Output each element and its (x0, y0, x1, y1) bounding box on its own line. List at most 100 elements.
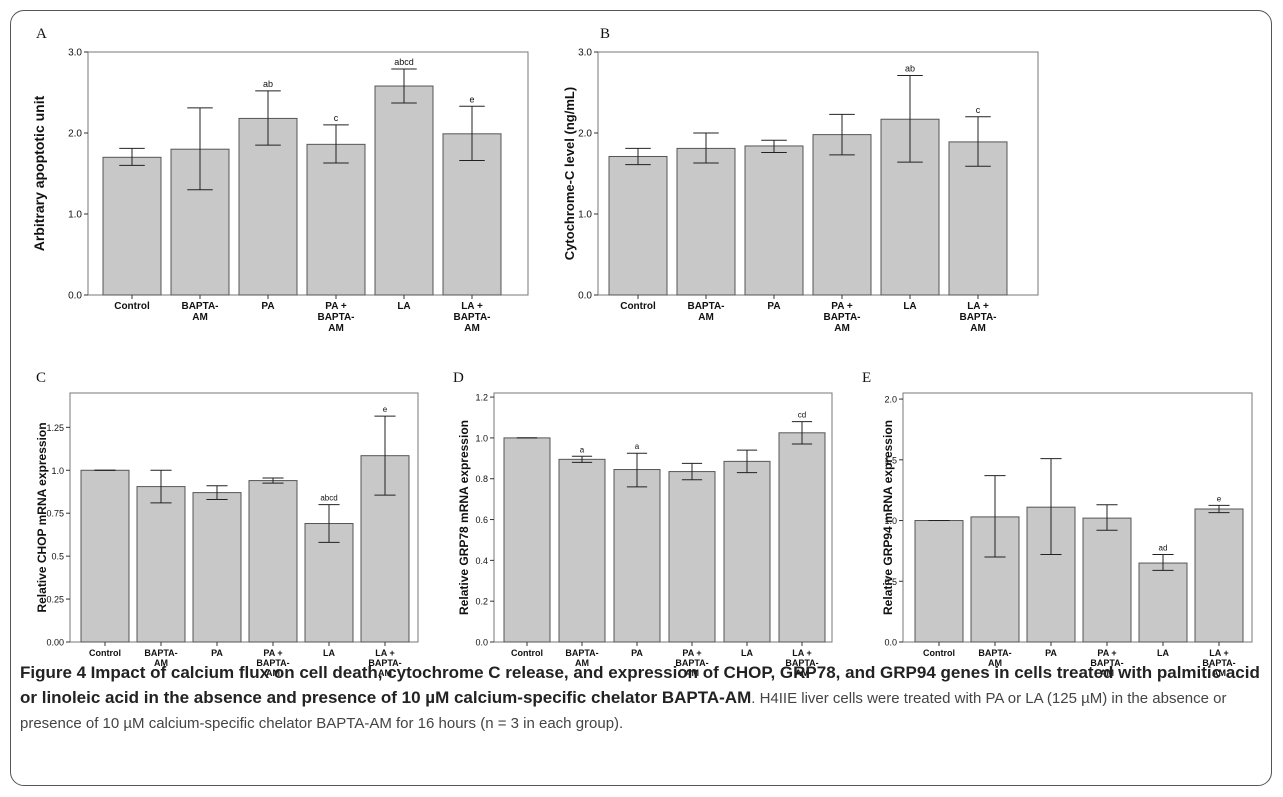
x-tick-label: Control (620, 301, 656, 312)
error-bar (965, 116, 991, 167)
error-bar (119, 147, 145, 166)
chart-e: 0.0 0.5 1.0 1.5 2.0 Relative GRP94 mRNA expre… (881, 392, 1253, 678)
x-tick-label: BAPTA- (368, 658, 401, 668)
x-tick-label: AM (378, 668, 392, 678)
y-tick-label: 1.0 (884, 516, 897, 526)
x-tick-label: BAPTA- (144, 648, 177, 658)
x-tick-label: BAPTA- (959, 312, 996, 323)
error-bar (262, 477, 284, 484)
bar (192, 492, 242, 643)
y-tick-label: 3.0 (68, 48, 82, 59)
error-bar (374, 415, 396, 496)
x-tick-label: AM (988, 658, 1002, 668)
significance-label: a (635, 442, 640, 451)
x-tick-label: AM (1100, 668, 1114, 678)
bar (914, 520, 964, 643)
error-bar (1208, 504, 1230, 514)
bar (723, 460, 771, 643)
x-tick-label: PA + (682, 648, 701, 658)
panel-letter-b: B (600, 26, 611, 42)
bar (1082, 517, 1132, 643)
error-bar (791, 421, 813, 445)
error-bar (459, 105, 485, 162)
y-tick-label: 3.0 (578, 48, 592, 59)
significance-label: e (383, 405, 388, 414)
x-tick-label: PA (767, 301, 780, 312)
y-tick-label: 1.0 (51, 466, 64, 476)
x-tick-label: PA (261, 301, 274, 312)
significance-label: e (469, 94, 474, 104)
x-tick-label: BAPTA- (675, 658, 708, 668)
x-tick-label: LA (397, 301, 410, 312)
x-tick-label: AM (970, 323, 986, 334)
x-tick-label: Control (511, 648, 543, 658)
y-tick-label: 1.0 (578, 210, 592, 221)
x-tick-label: PA (211, 648, 223, 658)
significance-label: c (334, 113, 339, 123)
error-bar (625, 147, 651, 166)
significance-label: c (976, 105, 981, 115)
x-tick-label: PA + (263, 648, 282, 658)
y-tick-label: 0.4 (475, 556, 488, 566)
error-bar (206, 485, 228, 500)
y-tick-label: 1.5 (884, 455, 897, 465)
y-tick-label: 0.75 (46, 509, 64, 519)
significance-label: ab (905, 63, 915, 73)
x-tick-label: BAPTA- (978, 648, 1011, 658)
x-tick-label: Control (89, 648, 121, 658)
error-bar (761, 139, 787, 153)
x-tick-label: LA (1157, 648, 1169, 658)
y-tick-label: 2.0 (884, 395, 897, 405)
error-bar (255, 90, 281, 146)
y-tick-label: 0.2 (475, 597, 488, 607)
caption-figure-label: Figure 4 (20, 663, 87, 682)
significance-label: abcd (394, 57, 414, 67)
x-tick-label: PA (631, 648, 643, 658)
y-axis-label: Cytochrome-C level (ng/mL) (562, 87, 577, 260)
error-bar (1096, 504, 1118, 531)
significance-label: a (580, 445, 585, 454)
error-bar (984, 475, 1006, 558)
x-tick-label: AM (192, 312, 208, 323)
y-tick-label: 0.8 (475, 474, 488, 484)
x-tick-label: LA (903, 301, 916, 312)
significance-label: ab (263, 79, 273, 89)
x-tick-label: LA + (375, 648, 394, 658)
error-bar (681, 462, 703, 481)
error-bar (187, 107, 213, 191)
x-tick-label: Control (114, 301, 150, 312)
x-tick-label: BAPTA- (1202, 658, 1235, 668)
bar (80, 469, 130, 643)
y-tick-label: 0.0 (884, 638, 897, 648)
error-bar (150, 469, 172, 504)
figure-caption: Figure 4 Impact of calcium flux on cell … (20, 660, 1270, 736)
error-bar (323, 124, 349, 164)
x-tick-label: BAPTA- (823, 312, 860, 323)
chart-a: 0.0 1.0 2.0 3.0 Arbitrary apoptotic unit Cont… (31, 48, 529, 334)
y-axis-label: Relative CHOP mRNA expression (35, 422, 49, 612)
x-tick-label: AM (698, 312, 714, 323)
x-tick-label: Control (923, 648, 955, 658)
figure-frame (10, 10, 1272, 786)
error-bar (736, 449, 758, 474)
chart-d: 0.0 0.2 0.4 0.6 0.8 1.0 1.2 Relative GRP78 mRNA… (457, 392, 833, 678)
x-tick-label: LA (741, 648, 753, 658)
significance-label: e (1217, 494, 1222, 503)
bar (778, 432, 826, 643)
x-tick-label: AM (685, 668, 699, 678)
y-tick-label: 0.0 (578, 291, 592, 302)
bar (613, 469, 661, 643)
x-tick-label: AM (575, 658, 589, 668)
bar (1194, 508, 1244, 643)
x-tick-label: LA + (967, 301, 989, 312)
bar (374, 85, 434, 296)
significance-label: ad (1159, 544, 1168, 553)
panel-letter-a: A (36, 26, 47, 42)
x-tick-label: AM (266, 668, 280, 678)
error-bar (571, 455, 593, 463)
y-tick-label: 2.0 (68, 129, 82, 140)
caption-body: . H4IIE liver cells were treated with PA… (20, 690, 1227, 732)
x-tick-label: AM (1212, 668, 1226, 678)
significance-label: cd (798, 411, 806, 420)
